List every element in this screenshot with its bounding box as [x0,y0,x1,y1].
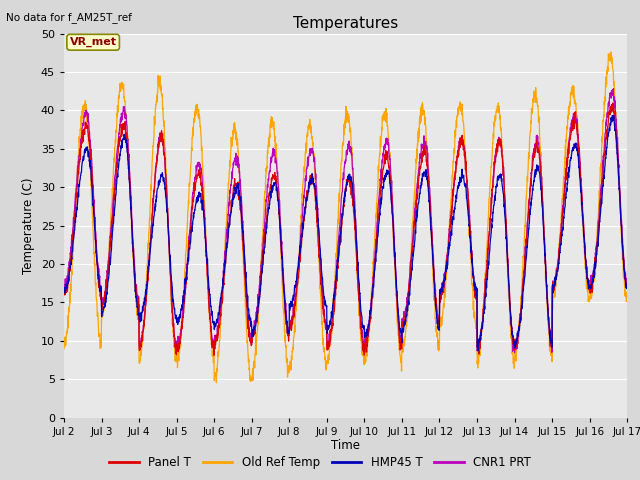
X-axis label: Time: Time [331,439,360,453]
Y-axis label: Temperature (C): Temperature (C) [22,177,35,274]
Legend: Panel T, Old Ref Temp, HMP45 T, CNR1 PRT: Panel T, Old Ref Temp, HMP45 T, CNR1 PRT [104,452,536,474]
Text: VR_met: VR_met [70,37,116,48]
Text: No data for f_AM25T_ref: No data for f_AM25T_ref [6,12,132,23]
Title: Temperatures: Temperatures [293,16,398,31]
